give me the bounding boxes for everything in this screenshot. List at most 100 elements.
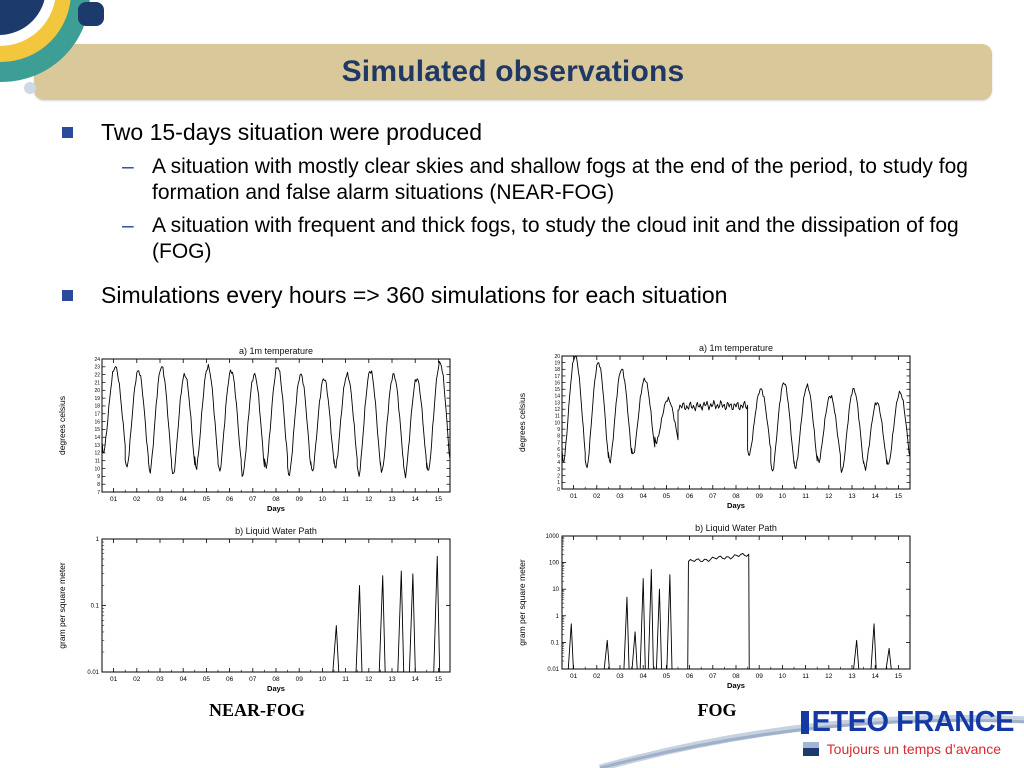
- caption-near-fog: NEAR-FOG: [209, 700, 305, 720]
- svg-text:1: 1: [556, 614, 560, 620]
- svg-text:0.01: 0.01: [547, 667, 559, 673]
- svg-text:06: 06: [686, 673, 694, 680]
- svg-text:degrees celsius: degrees celsius: [517, 393, 527, 452]
- svg-text:8: 8: [97, 482, 100, 488]
- svg-text:14: 14: [554, 394, 560, 400]
- svg-text:14: 14: [872, 673, 880, 680]
- svg-text:02: 02: [593, 493, 601, 500]
- svg-text:a) 1m temperature: a) 1m temperature: [699, 343, 773, 353]
- svg-text:10: 10: [554, 420, 560, 426]
- svg-text:15: 15: [895, 493, 903, 500]
- svg-text:Days: Days: [267, 504, 285, 513]
- svg-text:gram per square meter: gram per square meter: [517, 559, 527, 646]
- svg-text:08: 08: [732, 673, 740, 680]
- svg-text:0.1: 0.1: [91, 604, 100, 610]
- svg-text:13: 13: [848, 673, 856, 680]
- bullet-square-icon: [62, 289, 73, 301]
- svg-text:gram per square meter: gram per square meter: [57, 562, 67, 649]
- sub-bullet-item: – A situation with frequent and thick fo…: [122, 213, 988, 265]
- svg-text:04: 04: [180, 676, 188, 683]
- svg-text:18: 18: [94, 404, 100, 410]
- svg-text:14: 14: [872, 493, 880, 500]
- svg-text:15: 15: [435, 496, 443, 503]
- svg-text:12: 12: [94, 451, 100, 457]
- svg-text:15: 15: [554, 387, 560, 393]
- bullet-text: Two 15-days situation were produced: [101, 119, 482, 145]
- svg-text:01: 01: [110, 676, 118, 683]
- svg-text:04: 04: [640, 493, 648, 500]
- logo-tagline: Toujours un temps d’avance: [826, 741, 1001, 757]
- fog-lwp-svg: b) Liquid Water Path gram per square mete…: [517, 523, 911, 690]
- svg-text:9: 9: [97, 474, 100, 480]
- svg-text:17: 17: [94, 412, 100, 418]
- svg-text:16: 16: [94, 419, 100, 425]
- svg-text:18: 18: [554, 367, 560, 373]
- svg-text:05: 05: [663, 493, 671, 500]
- meteo-france-logo: ETEO FRANCE Toujours un temps d’avance: [800, 706, 1015, 757]
- bullet-item: Simulations every hours => 360 simulatio…: [58, 281, 988, 310]
- svg-text:0: 0: [557, 487, 560, 493]
- svg-text:11: 11: [95, 459, 100, 465]
- svg-text:03: 03: [616, 493, 624, 500]
- svg-text:12: 12: [554, 407, 560, 413]
- svg-text:01: 01: [570, 493, 578, 500]
- svg-text:100: 100: [549, 561, 560, 567]
- nearfog-lwp-svg: b) Liquid Water Path gram per square mete…: [57, 526, 451, 693]
- svg-text:07: 07: [249, 496, 257, 503]
- svg-text:14: 14: [94, 435, 100, 441]
- svg-text:0.01: 0.01: [87, 670, 99, 676]
- svg-text:06: 06: [226, 676, 234, 683]
- dash-marker-icon: –: [122, 154, 134, 178]
- svg-text:20: 20: [94, 388, 100, 394]
- svg-text:3: 3: [557, 467, 560, 473]
- chart-fog-liquid-water-path: b) Liquid Water Path gram per square mete…: [516, 521, 918, 697]
- svg-text:19: 19: [554, 360, 560, 366]
- svg-text:09: 09: [296, 676, 304, 683]
- navy-square: [78, 2, 104, 26]
- svg-text:21: 21: [94, 380, 100, 386]
- pale-dot: [24, 82, 36, 94]
- svg-text:13: 13: [94, 443, 100, 449]
- logo-cropped-letter: [800, 711, 809, 734]
- svg-text:20: 20: [554, 354, 560, 360]
- svg-text:06: 06: [686, 493, 694, 500]
- svg-text:10: 10: [779, 493, 787, 500]
- svg-text:06: 06: [226, 496, 234, 503]
- svg-text:09: 09: [756, 493, 764, 500]
- svg-text:7: 7: [557, 440, 560, 446]
- svg-text:Days: Days: [727, 501, 745, 510]
- dash-marker-icon: –: [122, 213, 134, 237]
- svg-text:07: 07: [249, 676, 257, 683]
- svg-text:10: 10: [319, 676, 327, 683]
- svg-text:1: 1: [96, 537, 100, 543]
- svg-text:b) Liquid Water Path: b) Liquid Water Path: [695, 523, 777, 533]
- svg-text:02: 02: [593, 673, 601, 680]
- corner-logo-decoration: [0, 0, 104, 94]
- bullet-item: Two 15-days situation were produced: [58, 118, 988, 147]
- svg-text:03: 03: [156, 676, 164, 683]
- navy-core: [0, 0, 45, 35]
- svg-text:12: 12: [825, 493, 833, 500]
- svg-text:23: 23: [94, 365, 100, 371]
- svg-text:02: 02: [133, 676, 141, 683]
- meteo-france-wordmark: ETEO FRANCE: [811, 706, 1015, 738]
- svg-text:17: 17: [554, 374, 560, 380]
- chart-fog-temperature: a) 1m temperature degrees celsius 01 02 03 04…: [516, 341, 918, 517]
- svg-text:03: 03: [616, 673, 624, 680]
- logo-wordmark-row: ETEO FRANCE: [800, 706, 1015, 739]
- svg-text:11: 11: [802, 493, 809, 500]
- logo-square-icon: [802, 742, 819, 756]
- sub-bullet-item: – A situation with mostly clear skies an…: [122, 154, 988, 206]
- svg-text:b) Liquid Water Path: b) Liquid Water Path: [235, 526, 317, 536]
- svg-text:13: 13: [388, 676, 396, 683]
- svg-text:22: 22: [94, 372, 100, 378]
- svg-text:9: 9: [557, 427, 560, 433]
- svg-text:15: 15: [94, 427, 100, 433]
- svg-text:08: 08: [732, 493, 740, 500]
- svg-text:7: 7: [97, 490, 100, 496]
- svg-text:16: 16: [554, 380, 560, 386]
- nearfog-temp-svg: a) 1m temperature degrees celsius 01 02 03 04…: [57, 346, 451, 513]
- svg-text:1: 1: [557, 480, 560, 486]
